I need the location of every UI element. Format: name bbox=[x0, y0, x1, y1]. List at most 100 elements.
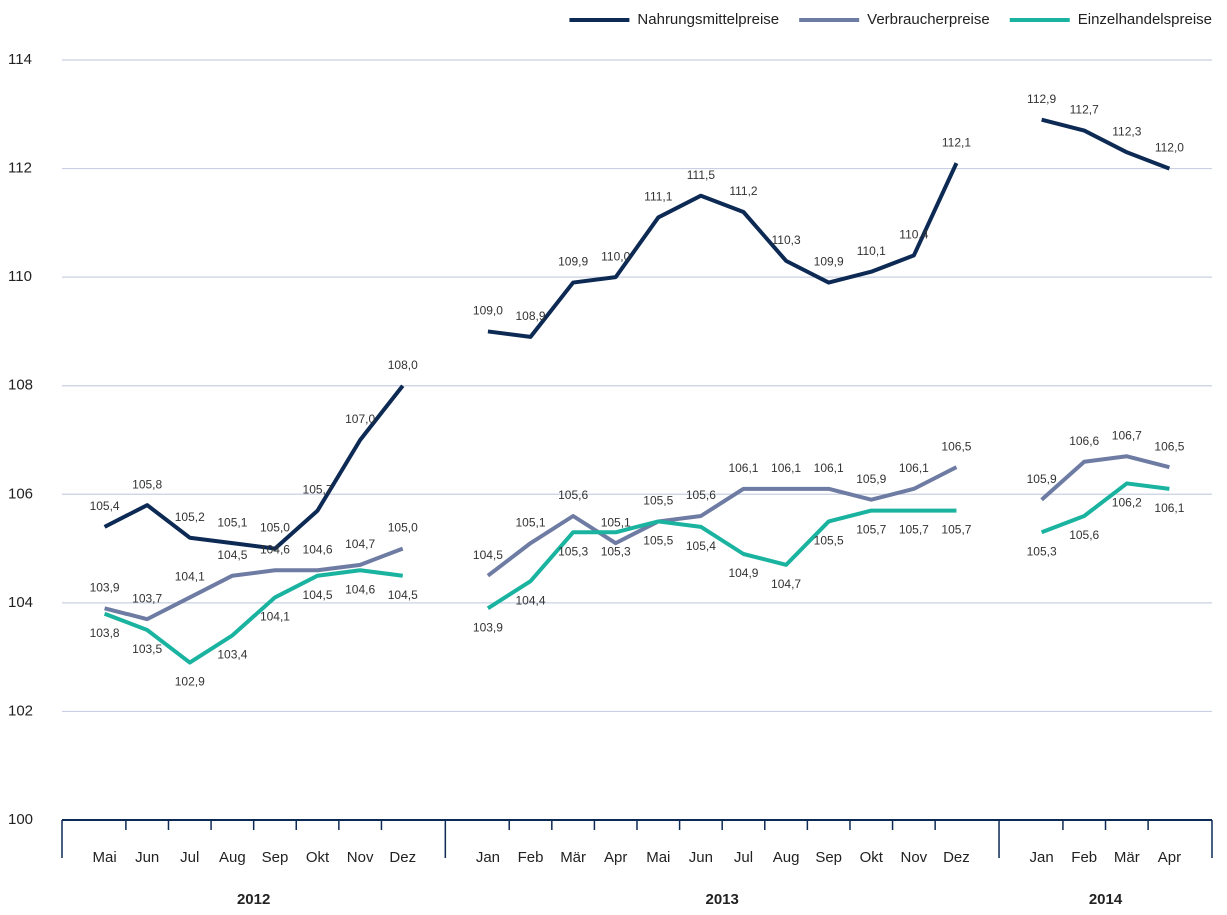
series-line bbox=[1041, 117, 1171, 171]
value-label: 110,4 bbox=[899, 228, 928, 242]
series-line bbox=[1040, 454, 1170, 502]
y-tick-label: 104 bbox=[8, 594, 33, 611]
value-label: 106,2 bbox=[1112, 496, 1142, 510]
group-label: 2014 bbox=[1089, 891, 1123, 908]
value-label: 112,3 bbox=[1112, 124, 1141, 138]
y-tick-label: 100 bbox=[8, 811, 33, 828]
x-tick-label: Okt bbox=[306, 849, 330, 866]
legend-label: Nahrungsmittelpreise bbox=[637, 11, 779, 28]
value-label: 103,8 bbox=[90, 626, 120, 640]
value-label: 112,7 bbox=[1070, 103, 1099, 117]
value-label: 109,9 bbox=[814, 255, 844, 269]
x-tick-label: Jan bbox=[1030, 849, 1054, 866]
value-label: 111,2 bbox=[729, 184, 758, 198]
x-tick-label: Aug bbox=[219, 849, 246, 866]
value-label: 104,1 bbox=[175, 570, 205, 584]
x-tick-label: Dez bbox=[389, 849, 416, 866]
value-label: 105,6 bbox=[1069, 528, 1099, 542]
value-label: 103,9 bbox=[90, 580, 120, 594]
value-label: 106,1 bbox=[771, 461, 801, 475]
value-label: 105,6 bbox=[686, 488, 716, 502]
x-tick-label: Jan bbox=[476, 849, 500, 866]
value-label: 105,7 bbox=[856, 523, 886, 537]
value-label: 105,4 bbox=[90, 499, 120, 513]
value-label: 105,0 bbox=[260, 521, 290, 535]
value-label: 111,1 bbox=[644, 190, 673, 204]
value-label: 112,1 bbox=[942, 135, 971, 149]
value-label: 104,5 bbox=[217, 548, 247, 562]
y-tick-label: 106 bbox=[8, 485, 33, 502]
value-label: 105,4 bbox=[686, 539, 716, 553]
value-label: 105,7 bbox=[899, 523, 929, 537]
y-tick-label: 114 bbox=[8, 51, 32, 68]
x-tick-label: Jul bbox=[734, 849, 753, 866]
value-label: 106,1 bbox=[1154, 501, 1184, 515]
value-label: 105,1 bbox=[217, 515, 247, 529]
value-label: 110,3 bbox=[772, 233, 801, 247]
value-label: 109,9 bbox=[558, 255, 588, 269]
value-label: 105,3 bbox=[1027, 544, 1057, 558]
value-label: 109,0 bbox=[473, 304, 503, 318]
value-label: 104,9 bbox=[728, 566, 758, 580]
value-label: 105,3 bbox=[601, 544, 631, 558]
x-tick-label: Mai bbox=[93, 849, 117, 866]
y-tick-label: 112 bbox=[8, 160, 32, 177]
x-tick-label: Mai bbox=[646, 849, 670, 866]
value-label: 105,9 bbox=[1027, 472, 1057, 486]
value-label: 105,0 bbox=[388, 521, 418, 535]
x-tick-label: Mär bbox=[560, 849, 586, 866]
value-label: 106,6 bbox=[1069, 434, 1099, 448]
value-label: 104,5 bbox=[303, 588, 333, 602]
value-label: 105,7 bbox=[303, 483, 333, 497]
value-label: 110,1 bbox=[857, 244, 886, 258]
x-tick-label: Mär bbox=[1114, 849, 1140, 866]
y-tick-label: 102 bbox=[8, 702, 33, 719]
value-label: 111,5 bbox=[687, 168, 716, 182]
x-tick-label: Okt bbox=[860, 849, 884, 866]
value-label: 105,6 bbox=[558, 488, 588, 502]
group-label: 2013 bbox=[705, 891, 738, 908]
value-label: 105,5 bbox=[643, 494, 673, 508]
value-label: 106,1 bbox=[899, 461, 929, 475]
series-line bbox=[486, 508, 957, 610]
value-label: 103,7 bbox=[132, 591, 162, 605]
value-label: 106,7 bbox=[1112, 428, 1142, 442]
value-label: 105,3 bbox=[558, 544, 588, 558]
value-label: 104,6 bbox=[260, 542, 290, 556]
value-label: 104,6 bbox=[303, 542, 333, 556]
value-label: 105,1 bbox=[601, 515, 631, 529]
x-tick-label: Aug bbox=[773, 849, 800, 866]
x-tick-label: Nov bbox=[901, 849, 928, 866]
value-label: 108,0 bbox=[388, 358, 418, 372]
value-label: 112,0 bbox=[1155, 141, 1184, 155]
x-tick-label: Feb bbox=[518, 849, 544, 866]
x-tick-label: Feb bbox=[1071, 849, 1097, 866]
x-tick-label: Jul bbox=[180, 849, 199, 866]
x-tick-label: Nov bbox=[347, 849, 374, 866]
value-label: 105,7 bbox=[941, 523, 971, 537]
value-label: 104,4 bbox=[516, 593, 546, 607]
legend-label: Verbraucherpreise bbox=[867, 11, 990, 28]
value-label: 104,1 bbox=[260, 610, 290, 624]
value-label: 103,4 bbox=[217, 648, 247, 662]
value-label: 105,5 bbox=[643, 534, 673, 548]
y-tick-label: 110 bbox=[8, 268, 32, 285]
value-label: 105,5 bbox=[814, 534, 844, 548]
value-label: 105,8 bbox=[132, 477, 162, 491]
x-tick-label: Dez bbox=[943, 849, 970, 866]
value-label: 106,5 bbox=[941, 439, 971, 453]
value-label: 105,1 bbox=[516, 515, 546, 529]
value-label: 104,7 bbox=[771, 577, 801, 591]
value-label: 107,0 bbox=[345, 412, 375, 426]
value-label: 106,1 bbox=[814, 461, 844, 475]
value-label: 104,5 bbox=[388, 588, 418, 602]
x-tick-label: Apr bbox=[604, 849, 627, 866]
series-line bbox=[103, 568, 403, 665]
series-line bbox=[1040, 481, 1170, 535]
value-label: 102,9 bbox=[175, 675, 205, 689]
series-line bbox=[104, 546, 404, 622]
value-label: 110,0 bbox=[601, 249, 630, 263]
value-label: 106,5 bbox=[1154, 439, 1184, 453]
x-tick-label: Sep bbox=[262, 849, 289, 866]
y-tick-label: 108 bbox=[8, 377, 33, 394]
